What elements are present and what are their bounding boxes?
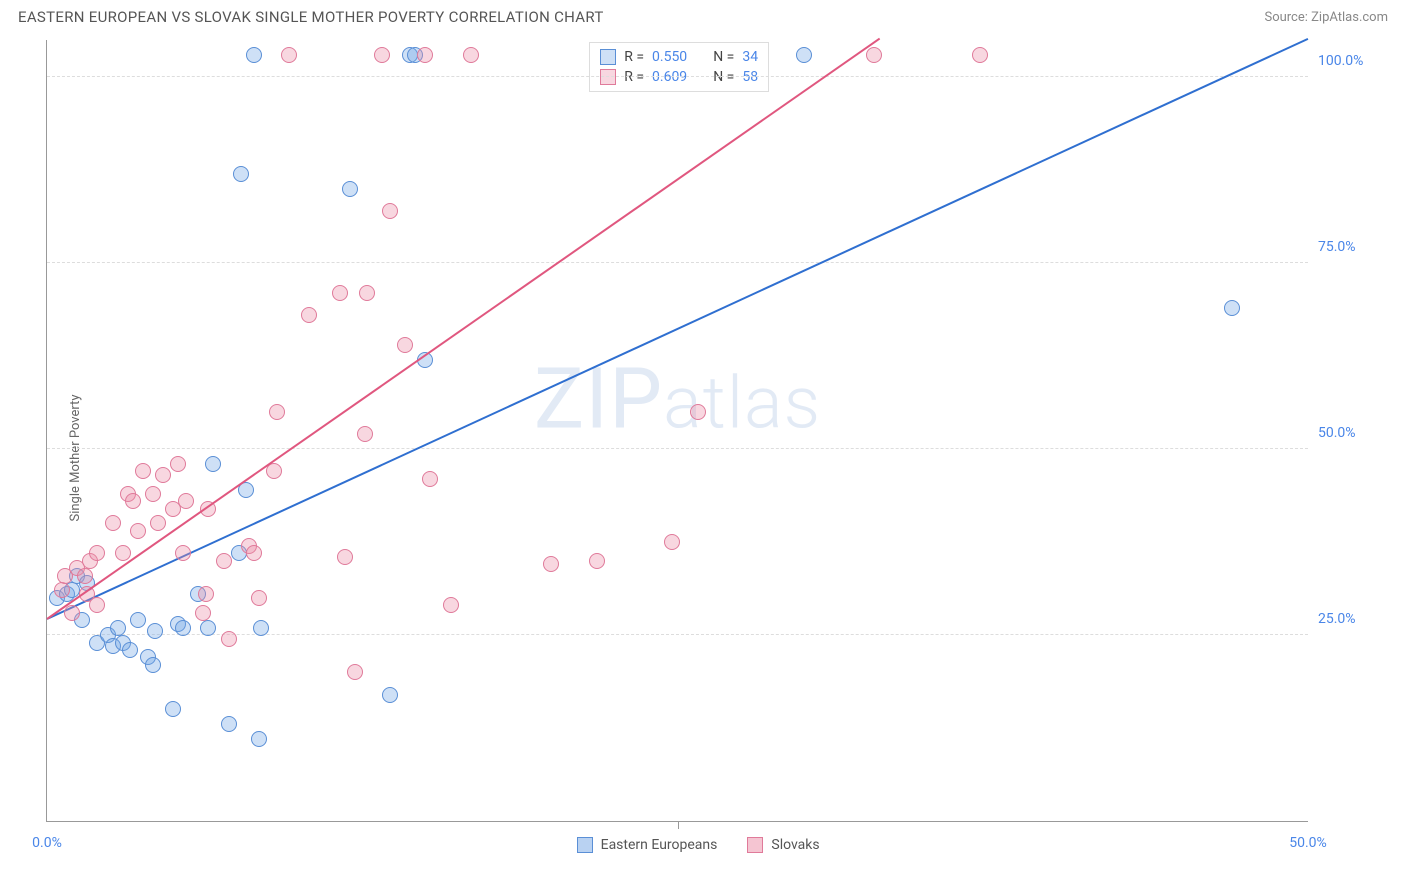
data-point xyxy=(205,456,221,472)
gridline xyxy=(47,262,1308,263)
data-point xyxy=(589,553,605,569)
trend-line xyxy=(47,38,1309,620)
legend-swatch-eastern-icon xyxy=(577,837,593,853)
data-point xyxy=(115,545,131,561)
data-point xyxy=(246,545,262,561)
data-point xyxy=(253,620,269,636)
chart-header: EASTERN EUROPEAN VS SLOVAK SINGLE MOTHER… xyxy=(0,0,1406,32)
watermark-small: atlas xyxy=(663,361,821,446)
data-point xyxy=(233,166,249,182)
data-point xyxy=(135,463,151,479)
chart-source: Source: ZipAtlas.com xyxy=(1264,10,1388,25)
data-point xyxy=(866,47,882,63)
data-point xyxy=(147,623,163,639)
data-point xyxy=(301,307,317,323)
watermark: ZIPatlas xyxy=(534,350,821,449)
data-point xyxy=(110,620,126,636)
x-tick-label: 0.0% xyxy=(32,835,62,851)
data-point xyxy=(221,631,237,647)
data-point xyxy=(64,605,80,621)
data-point xyxy=(246,47,262,63)
data-point xyxy=(145,486,161,502)
data-point xyxy=(170,456,186,472)
data-point xyxy=(543,556,559,572)
data-point xyxy=(332,285,348,301)
data-point xyxy=(130,523,146,539)
data-point xyxy=(972,47,988,63)
data-point xyxy=(269,404,285,420)
chart-area: Single Mother Poverty ZIPatlas R = 0.550… xyxy=(18,34,1388,882)
data-point xyxy=(216,553,232,569)
r-label: R = xyxy=(624,49,644,65)
data-point xyxy=(357,426,373,442)
chart-title: EASTERN EUROPEAN VS SLOVAK SINGLE MOTHER… xyxy=(18,8,604,26)
r-value-eastern: 0.550 xyxy=(652,49,687,65)
data-point xyxy=(382,687,398,703)
data-point xyxy=(175,620,191,636)
n-value-eastern: 34 xyxy=(742,49,758,65)
data-point xyxy=(165,701,181,717)
y-tick-label: 25.0% xyxy=(1318,611,1378,627)
data-point xyxy=(347,664,363,680)
data-point xyxy=(155,467,171,483)
data-point xyxy=(54,582,70,598)
data-point xyxy=(221,716,237,732)
data-point xyxy=(105,515,121,531)
data-point xyxy=(175,545,191,561)
gridline xyxy=(47,76,1308,77)
data-point xyxy=(251,590,267,606)
data-point xyxy=(374,47,390,63)
data-point xyxy=(77,568,93,584)
legend-item-eastern: Eastern Europeans xyxy=(577,837,718,853)
gridline xyxy=(47,448,1308,449)
data-point xyxy=(130,612,146,628)
data-point xyxy=(89,597,105,613)
data-point xyxy=(796,47,812,63)
data-point xyxy=(195,605,211,621)
trend-line xyxy=(46,38,879,620)
data-point xyxy=(89,545,105,561)
x-tick-label: 50.0% xyxy=(1289,835,1327,851)
legend-label-eastern: Eastern Europeans xyxy=(601,837,718,853)
data-point xyxy=(443,597,459,613)
data-point xyxy=(178,493,194,509)
y-tick-label: 50.0% xyxy=(1318,425,1378,441)
gridline xyxy=(47,634,1308,635)
legend-swatch-slovak-icon xyxy=(747,837,763,853)
data-point xyxy=(281,47,297,63)
plot-region: ZIPatlas R = 0.550 N = 34 R = 0.609 N = … xyxy=(46,40,1308,822)
data-point xyxy=(125,493,141,509)
legend-item-slovak: Slovaks xyxy=(747,837,819,853)
data-point xyxy=(122,642,138,658)
data-point xyxy=(150,515,166,531)
data-point xyxy=(397,337,413,353)
legend-label-slovak: Slovaks xyxy=(771,837,819,853)
legend-row: R = 0.550 N = 34 xyxy=(600,47,758,67)
y-tick-label: 100.0% xyxy=(1318,53,1378,69)
data-point xyxy=(145,657,161,673)
data-point xyxy=(359,285,375,301)
data-point xyxy=(382,203,398,219)
data-point xyxy=(342,181,358,197)
correlation-legend: R = 0.550 N = 34 R = 0.609 N = 58 xyxy=(589,42,769,92)
n-label: N = xyxy=(713,49,734,65)
series-legend: Eastern Europeans Slovaks xyxy=(577,837,820,853)
data-point xyxy=(463,47,479,63)
data-point xyxy=(337,549,353,565)
data-point xyxy=(422,471,438,487)
data-point xyxy=(417,47,433,63)
data-point xyxy=(1224,300,1240,316)
data-point xyxy=(200,620,216,636)
data-point xyxy=(664,534,680,550)
y-tick-label: 75.0% xyxy=(1318,239,1378,255)
data-point xyxy=(251,731,267,747)
data-point xyxy=(690,404,706,420)
legend-swatch-eastern xyxy=(600,49,616,65)
x-tick xyxy=(678,821,679,829)
data-point xyxy=(198,586,214,602)
